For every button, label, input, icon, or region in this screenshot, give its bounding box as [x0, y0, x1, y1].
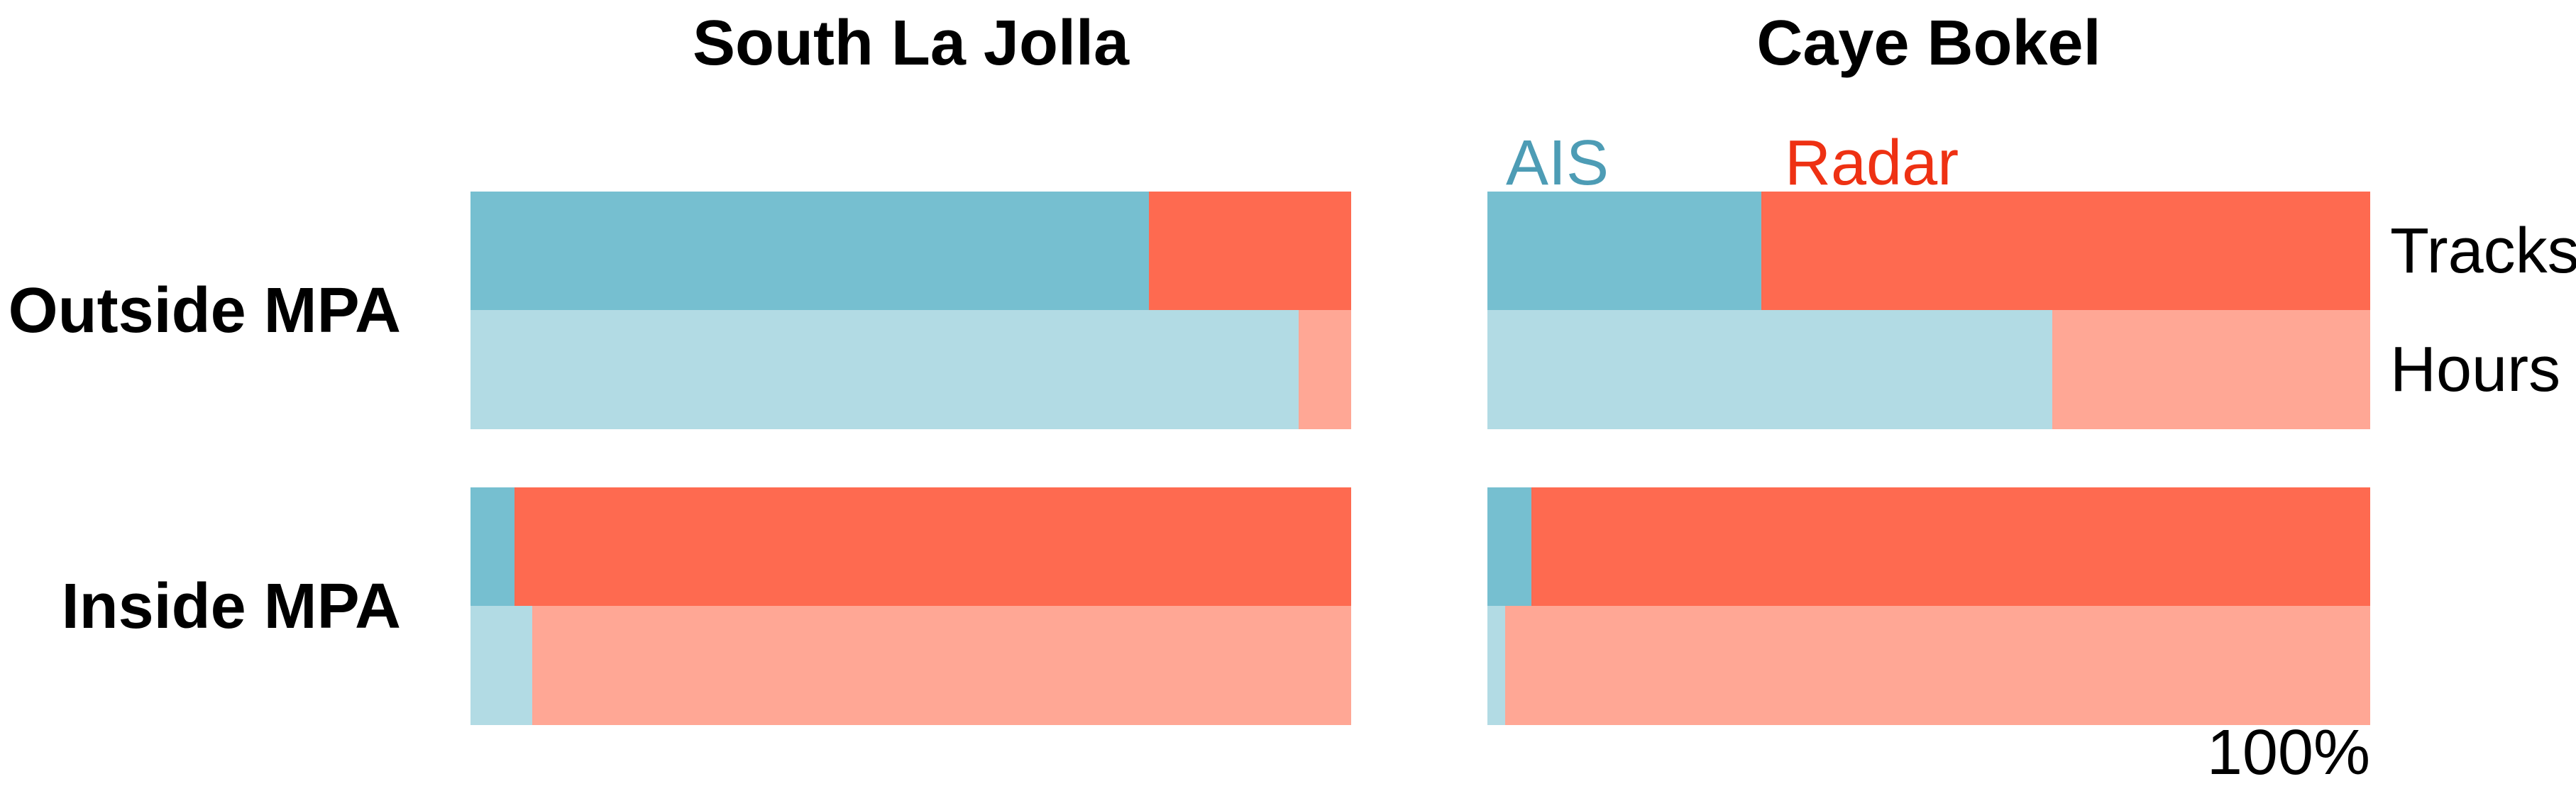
legend-radar-label: Radar — [1785, 128, 1959, 199]
panel-title-south-la-jolla: South La Jolla — [692, 8, 1130, 79]
segment-radar-south-la-jolla-outside-mpa-hours — [1298, 310, 1351, 429]
segment-ais-south-la-jolla-inside-mpa-tracks — [470, 487, 515, 606]
segment-radar-caye-bokel-inside-mpa-hours — [1504, 606, 2370, 725]
segment-ais-south-la-jolla-inside-mpa-hours — [470, 606, 532, 725]
segment-ais-caye-bokel-outside-mpa-hours — [1487, 310, 2053, 429]
bar-south-la-jolla-inside-mpa-hours — [470, 606, 1351, 725]
bar-caye-bokel-inside-mpa-hours — [1487, 606, 2370, 725]
segment-ais-south-la-jolla-outside-mpa-hours — [470, 310, 1299, 429]
panel-title-caye-bokel: Caye Bokel — [1756, 8, 2101, 79]
segment-radar-south-la-jolla-inside-mpa-hours — [532, 606, 1351, 725]
row-label-outside-mpa: Outside MPA — [8, 275, 401, 346]
axis-max-label: 100% — [2206, 717, 2370, 788]
segment-ais-caye-bokel-inside-mpa-hours — [1487, 606, 1505, 725]
segment-radar-caye-bokel-outside-mpa-hours — [2052, 310, 2370, 429]
segment-radar-caye-bokel-inside-mpa-tracks — [1531, 487, 2370, 606]
bar-caye-bokel-outside-mpa-tracks — [1487, 192, 2370, 310]
segment-radar-south-la-jolla-outside-mpa-tracks — [1148, 192, 1351, 310]
segment-radar-south-la-jolla-inside-mpa-tracks — [514, 487, 1351, 606]
bar-south-la-jolla-outside-mpa-hours — [470, 310, 1351, 429]
segment-ais-caye-bokel-outside-mpa-tracks — [1487, 192, 1761, 310]
bar-south-la-jolla-inside-mpa-tracks — [470, 487, 1351, 606]
bar-label-tracks: Tracks — [2390, 216, 2576, 287]
segment-ais-caye-bokel-inside-mpa-tracks — [1487, 487, 1532, 606]
row-label-inside-mpa: Inside MPA — [61, 571, 401, 642]
bar-label-hours: Hours — [2390, 334, 2561, 405]
legend-ais-label: AIS — [1506, 128, 1609, 199]
segment-radar-caye-bokel-outside-mpa-tracks — [1761, 192, 2370, 310]
bar-caye-bokel-outside-mpa-hours — [1487, 310, 2370, 429]
segment-ais-south-la-jolla-outside-mpa-tracks — [470, 192, 1149, 310]
bar-south-la-jolla-outside-mpa-tracks — [470, 192, 1351, 310]
bar-caye-bokel-inside-mpa-tracks — [1487, 487, 2370, 606]
